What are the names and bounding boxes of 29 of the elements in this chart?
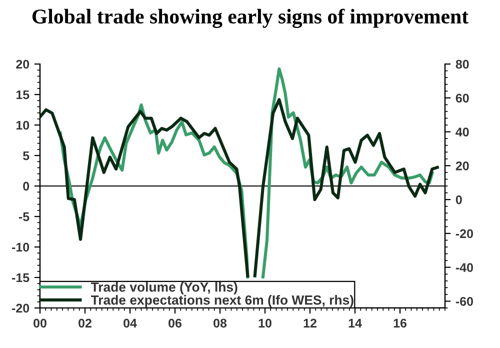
x-tick-label: 16 <box>394 318 406 328</box>
x-tick-label: 00 <box>34 318 46 328</box>
x-tick-label: 06 <box>168 318 182 328</box>
chart-title: Global trade showing early signs of improvement <box>32 8 468 28</box>
y2-tick-label: 20 <box>456 161 469 170</box>
y2-tick-label: -20 <box>456 229 473 238</box>
y-tick-label: -20 <box>12 304 30 313</box>
y2-tick-label: 80 <box>456 60 469 69</box>
y2-tick-label: -40 <box>456 263 473 272</box>
y2-tick-label: 0 <box>456 195 462 204</box>
y2-tick-label: 60 <box>456 94 469 103</box>
y-tick-label: -5 <box>18 212 30 222</box>
y-tick-label: 20 <box>16 60 30 69</box>
x-tick-label: 10 <box>258 318 272 328</box>
y-tick-label: 15 <box>16 90 30 100</box>
y-tick-label: 0 <box>23 182 30 191</box>
x-tick-label: 02 <box>78 318 92 328</box>
x-tick-label: 04 <box>124 318 137 328</box>
x-tick-label: 08 <box>214 318 227 328</box>
y-tick-label: -15 <box>12 273 30 282</box>
legend-label: Trade expectations next 6m (Ifo WES, rhs) <box>90 295 354 308</box>
y-tick-label: 10 <box>16 120 30 130</box>
y-tick-label: -10 <box>12 242 30 252</box>
x-tick-label: 12 <box>304 318 316 328</box>
x-tick-label: 14 <box>348 318 362 328</box>
y-tick-label: 5 <box>23 151 30 160</box>
y2-tick-label: -60 <box>456 297 473 306</box>
legend-label: Trade volume (YoY, lhs) <box>90 282 238 294</box>
y2-tick-label: 40 <box>456 128 469 136</box>
